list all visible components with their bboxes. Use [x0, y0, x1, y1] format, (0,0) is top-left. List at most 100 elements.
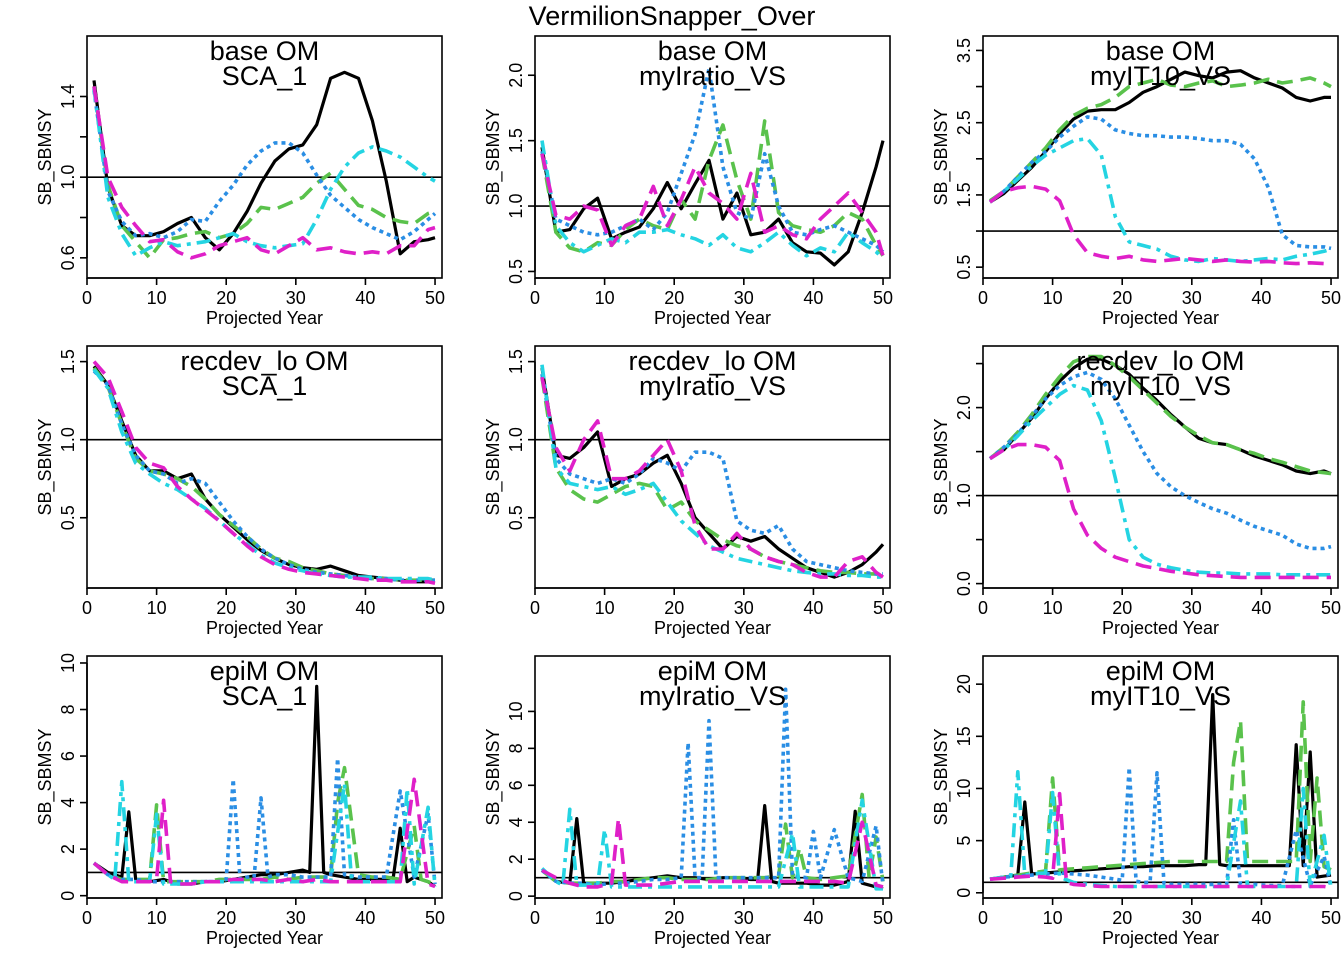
y-tick-label: 2.5: [954, 110, 974, 135]
x-tick-label: 30: [286, 908, 306, 928]
x-tick-label: 10: [147, 598, 167, 618]
x-axis: 0 10 20 30 40 50 Projected Year: [530, 277, 893, 328]
x-tick-label: 50: [1321, 288, 1341, 308]
chart-panel: 0 10 20 30 40 50 Projected Year 0.5 1.0 1.5 2.0SB_…: [483, 35, 893, 328]
x-tick-label: 40: [1251, 288, 1271, 308]
x-tick-label: 20: [1112, 288, 1132, 308]
y-tick-label: 1.5: [506, 349, 526, 374]
x-tick-label: 0: [530, 598, 540, 618]
x-axis-label: Projected Year: [1102, 308, 1219, 328]
series-line: [540, 140, 885, 260]
x-tick-label: 40: [803, 598, 823, 618]
y-tick-label: 2.0: [506, 63, 526, 88]
data-lines: [87, 360, 442, 586]
x-axis: 0 10 20 30 40 50 Projected Year: [530, 897, 893, 948]
y-tick-label: 4: [58, 798, 78, 808]
series-line: [92, 777, 436, 889]
x-axis-label: Projected Year: [206, 928, 323, 948]
y-axis-label: SB_SBMSY: [35, 728, 56, 825]
y-tick-label: 0: [506, 891, 526, 901]
series-line: [540, 792, 885, 886]
x-tick-label: 10: [1043, 598, 1063, 618]
panel-title: base OM: [210, 36, 320, 66]
y-tick-label: 5: [954, 836, 974, 846]
series-line: [988, 354, 1332, 476]
y-tick-label: 1.5: [506, 128, 526, 153]
x-tick-label: 20: [664, 908, 684, 928]
y-axis: 0.5 1.0 1.5 2.0SB_SBMSY: [483, 63, 536, 284]
series-line: [92, 369, 435, 583]
x-axis-label: Projected Year: [654, 928, 771, 948]
y-axis-label: SB_SBMSY: [931, 418, 952, 515]
data-lines: [535, 687, 890, 891]
series-line: [540, 687, 885, 887]
panel-title: recdev_lo OM: [180, 346, 348, 376]
x-tick-label: 0: [82, 908, 92, 928]
series-line: [989, 765, 1333, 888]
y-axis: 0 5 10 15 20 SB_SBMSY: [931, 674, 984, 898]
x-axis: 0 10 20 30 40 50 Projected Year: [82, 897, 445, 948]
series-line: [92, 86, 436, 260]
x-tick-label: 20: [216, 598, 236, 618]
x-tick-label: 30: [734, 908, 754, 928]
y-axis: 0.0 1.0 2.0SB_SBMSY: [931, 362, 984, 596]
x-tick-label: 30: [1182, 598, 1202, 618]
series-line: [988, 136, 1332, 264]
y-tick-label: 0.6: [58, 245, 78, 270]
series-line: [989, 357, 1332, 476]
y-tick-label: 0.5: [506, 259, 526, 284]
y-tick-label: 1.5: [954, 182, 974, 207]
x-tick-label: 50: [873, 288, 893, 308]
y-tick-label: 3.5: [954, 38, 974, 63]
series-line: [988, 370, 1332, 551]
series-line: [92, 368, 436, 582]
x-tick-label: 0: [978, 598, 988, 618]
y-tick-label: 10: [58, 653, 78, 673]
panel-title: base OM: [1106, 36, 1216, 66]
panel-title: epiM OM: [1106, 656, 1216, 686]
series-line: [540, 376, 885, 579]
y-axis: 0.5 1.0 1.5 SB_SBMSY: [483, 349, 536, 530]
series-line: [92, 70, 436, 256]
y-tick-label: 15: [954, 726, 974, 746]
y-tick-label: 1.5: [58, 349, 78, 374]
x-tick-label: 40: [355, 598, 375, 618]
y-tick-label: 2: [58, 844, 78, 854]
series-line: [540, 153, 885, 257]
y-tick-label: 0.5: [954, 255, 974, 280]
series-line: [540, 367, 885, 579]
y-tick-label: 2: [506, 854, 526, 864]
x-axis: 0 10 20 30 40 50 Projected Year: [530, 587, 893, 638]
x-tick-label: 40: [1251, 598, 1271, 618]
x-tick-label: 20: [216, 288, 236, 308]
x-axis: 0 10 20 30 40 50 Projected Year: [978, 277, 1341, 328]
x-tick-label: 50: [1321, 908, 1341, 928]
chart-panel: 0 10 20 30 40 50 Projected Year 0.0 1.0 2.0SB_SBM…: [931, 345, 1341, 638]
x-axis: 0 10 20 30 40 50 Projected Year: [978, 897, 1341, 948]
x-tick-label: 0: [978, 908, 988, 928]
panel-subtitle: myIT10_VS: [1090, 61, 1231, 91]
data-lines: [535, 66, 890, 267]
series-line: [988, 76, 1332, 203]
y-tick-label: 1.0: [954, 483, 974, 508]
panel-subtitle: myIT10_VS: [1090, 681, 1231, 711]
y-tick-label: 20: [954, 674, 974, 694]
series-line: [540, 66, 885, 254]
x-tick-label: 40: [803, 908, 823, 928]
x-tick-label: 30: [1182, 908, 1202, 928]
x-axis: 0 10 20 30 40 50 Projected Year: [82, 277, 445, 328]
series-line: [989, 383, 1331, 577]
series-line: [988, 115, 1332, 251]
series-line: [92, 756, 437, 885]
series-line: [92, 779, 437, 887]
panel-subtitle: myIratio_VS: [639, 61, 786, 91]
x-tick-label: 50: [425, 288, 445, 308]
series-line: [541, 816, 884, 889]
data-lines: [87, 70, 442, 260]
data-lines: [535, 364, 890, 579]
x-tick-label: 10: [595, 598, 615, 618]
x-tick-label: 40: [355, 288, 375, 308]
y-axis: 0.6 1.0 1.4SB_SBMSY: [35, 84, 88, 270]
x-tick-label: 0: [82, 288, 92, 308]
